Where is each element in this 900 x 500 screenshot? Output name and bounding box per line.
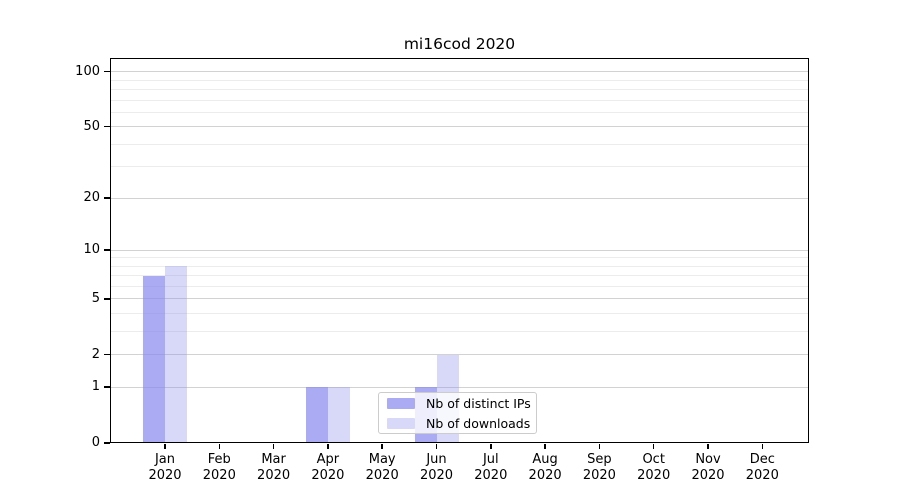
x-tick-year: 2020 xyxy=(419,467,454,483)
gridline-y-90 xyxy=(111,79,808,81)
gridline-y-80 xyxy=(111,88,808,90)
x-tick-year: 2020 xyxy=(365,467,399,483)
gridline-y-2 xyxy=(111,354,808,356)
x-tick-label-mar: Mar 2020 xyxy=(246,452,302,483)
x-tick-month: Jan xyxy=(154,452,176,467)
x-tick-year: 2020 xyxy=(745,467,779,483)
x-tick-label-sep: Sep 2020 xyxy=(571,452,627,483)
legend-item-nb-of-distinct-ips: Nb of distinct IPs xyxy=(387,395,531,412)
x-tick-month: Dec xyxy=(749,452,775,467)
gridline-y-7 xyxy=(111,275,808,277)
x-tick-label-nov: Nov 2020 xyxy=(680,452,736,483)
y-tick-label-2: 2 xyxy=(91,346,100,362)
gridline-y-70 xyxy=(111,99,808,101)
x-tick-year: 2020 xyxy=(691,467,725,483)
x-tick-label-jun: Jun 2020 xyxy=(409,452,465,483)
x-tick-label-jan: Jan 2020 xyxy=(137,452,193,483)
x-tick-jul xyxy=(490,444,492,449)
x-tick-jun xyxy=(435,444,438,449)
bar-nb-of-distinct-ips-jan xyxy=(143,275,165,443)
x-tick-dec xyxy=(761,444,764,449)
gridline-y-5 xyxy=(111,298,808,300)
x-tick-year: 2020 xyxy=(582,467,616,483)
gridline-y-20 xyxy=(111,197,808,199)
gridline-y-6 xyxy=(111,285,808,287)
gridline-y-8 xyxy=(111,265,808,267)
y-tick-label-20: 20 xyxy=(83,190,100,206)
x-tick-label-aug: Aug 2020 xyxy=(517,452,573,483)
y-tick-10 xyxy=(104,249,110,251)
x-tick-month: Jun xyxy=(426,452,447,467)
x-tick-month: Oct xyxy=(642,452,665,467)
x-tick-year: 2020 xyxy=(474,467,508,483)
y-tick-5 xyxy=(104,298,110,300)
x-tick-nov xyxy=(707,444,709,449)
x-tick-year: 2020 xyxy=(637,467,671,483)
x-tick-sep xyxy=(598,444,601,449)
gridline-y-50 xyxy=(111,126,808,128)
y-tick-label-5: 5 xyxy=(91,290,100,306)
x-tick-feb xyxy=(218,444,221,449)
gridline-y-10 xyxy=(111,249,808,251)
y-tick-label-100: 100 xyxy=(75,63,100,79)
y-tick-2 xyxy=(104,353,110,356)
chart-title: mi16cod 2020 xyxy=(403,35,516,53)
x-tick-month: May xyxy=(368,452,396,467)
x-tick-month: Apr xyxy=(316,452,340,467)
x-tick-month: Sep xyxy=(587,452,612,467)
x-tick-year: 2020 xyxy=(202,467,236,483)
y-tick-50 xyxy=(104,125,110,128)
gridline-y-9 xyxy=(111,257,808,259)
x-tick-year: 2020 xyxy=(311,467,345,483)
legend: Nb of distinct IPs Nb of downloads xyxy=(378,392,537,434)
x-tick-label-dec: Dec 2020 xyxy=(734,452,790,483)
y-tick-0 xyxy=(104,442,110,444)
x-tick-month: Jul xyxy=(482,452,499,467)
x-tick-year: 2020 xyxy=(148,467,182,483)
legend-label: Nb of downloads xyxy=(426,415,531,431)
gridline-y-3 xyxy=(111,330,808,332)
legend-item-nb-of-downloads: Nb of downloads xyxy=(387,415,531,432)
x-tick-label-may: May 2020 xyxy=(354,452,410,483)
y-tick-label-50: 50 xyxy=(83,118,100,134)
y-tick-100 xyxy=(104,70,110,73)
x-tick-label-apr: Apr 2020 xyxy=(300,452,356,483)
x-tick-aug xyxy=(544,444,546,449)
x-tick-month: Mar xyxy=(261,452,286,467)
x-tick-year: 2020 xyxy=(257,467,291,483)
gridline-y-100 xyxy=(111,71,808,73)
gridline-y-40 xyxy=(111,143,808,145)
y-tick-1 xyxy=(104,386,110,388)
gridline-y-60 xyxy=(111,111,808,113)
bar-nb-of-downloads-apr xyxy=(327,387,350,443)
bar-nb-of-downloads-jan xyxy=(165,266,187,443)
x-tick-oct xyxy=(652,444,655,449)
bar-nb-of-distinct-ips-apr xyxy=(305,387,328,443)
legend-swatch-nb-of-distinct-ips xyxy=(387,397,415,409)
x-tick-month: Nov xyxy=(695,452,721,467)
x-tick-label-oct: Oct 2020 xyxy=(626,452,682,483)
legend-label: Nb of distinct IPs xyxy=(426,395,531,411)
x-tick-mar xyxy=(272,444,275,449)
x-tick-label-feb: Feb 2020 xyxy=(191,452,247,483)
x-tick-month: Aug xyxy=(532,452,558,467)
x-tick-may xyxy=(381,444,383,449)
x-tick-year: 2020 xyxy=(528,467,562,483)
y-tick-label-1: 1 xyxy=(91,379,100,395)
x-tick-month: Feb xyxy=(207,452,231,467)
x-tick-label-jul: Jul 2020 xyxy=(463,452,519,483)
y-tick-20 xyxy=(104,197,110,199)
y-tick-label-10: 10 xyxy=(83,242,100,258)
x-tick-apr xyxy=(327,444,329,449)
legend-swatch-nb-of-downloads xyxy=(387,417,415,429)
x-tick-jan xyxy=(164,444,166,449)
y-tick-label-0: 0 xyxy=(91,435,100,450)
gridline-y-30 xyxy=(111,166,808,168)
gridline-y-4 xyxy=(111,313,808,315)
gridline-y-1 xyxy=(111,386,808,388)
